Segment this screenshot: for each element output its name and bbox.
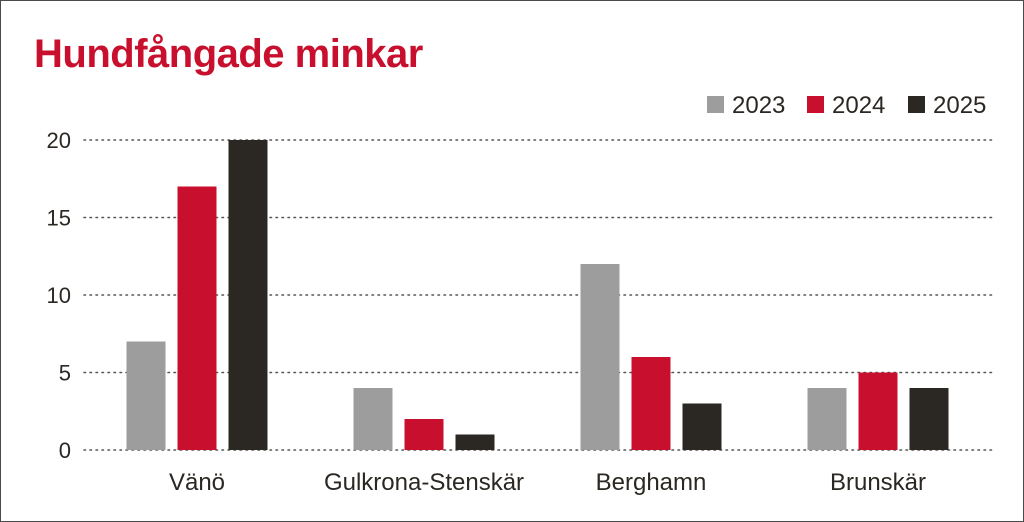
category-label: Vänö (169, 469, 225, 496)
gridlines (83, 139, 994, 451)
category-label: Berghamn (596, 469, 707, 496)
y-axis-ticks: 0 5 10 15 20 (47, 128, 71, 463)
y-tick-label: 15 (47, 206, 71, 231)
bar-2024 (177, 186, 217, 450)
bar-2025 (228, 140, 268, 450)
bar-2025 (682, 403, 722, 450)
chart-title: Hundfångade minkar (34, 32, 423, 76)
y-tick-label: 0 (59, 438, 71, 463)
legend: 2023 2024 2025 (707, 92, 986, 119)
y-tick-label: 10 (47, 283, 71, 308)
y-tick-label: 5 (59, 361, 71, 386)
bar-2024 (858, 372, 898, 450)
bar-2024 (404, 419, 444, 450)
legend-swatch-2023 (707, 96, 724, 113)
bar-2023 (807, 388, 847, 450)
legend-swatch-2024 (807, 96, 824, 113)
x-axis-categories: Vänö Gulkrona-Stenskär Berghamn Brunskär (169, 469, 926, 496)
bars (126, 140, 949, 450)
bar-2023 (126, 341, 166, 450)
bar-2023 (580, 264, 620, 450)
category-label: Gulkrona-Stenskär (324, 469, 524, 496)
legend-label-2023: 2023 (732, 92, 785, 119)
category-label: Brunskär (830, 469, 926, 496)
y-tick-label: 20 (47, 128, 71, 153)
bar-2023 (353, 388, 393, 450)
bar-2025 (455, 434, 495, 450)
bar-2025 (909, 388, 949, 450)
legend-label-2025: 2025 (933, 92, 986, 119)
legend-swatch-2025 (908, 96, 925, 113)
legend-label-2024: 2024 (832, 92, 885, 119)
bar-2024 (631, 357, 671, 450)
